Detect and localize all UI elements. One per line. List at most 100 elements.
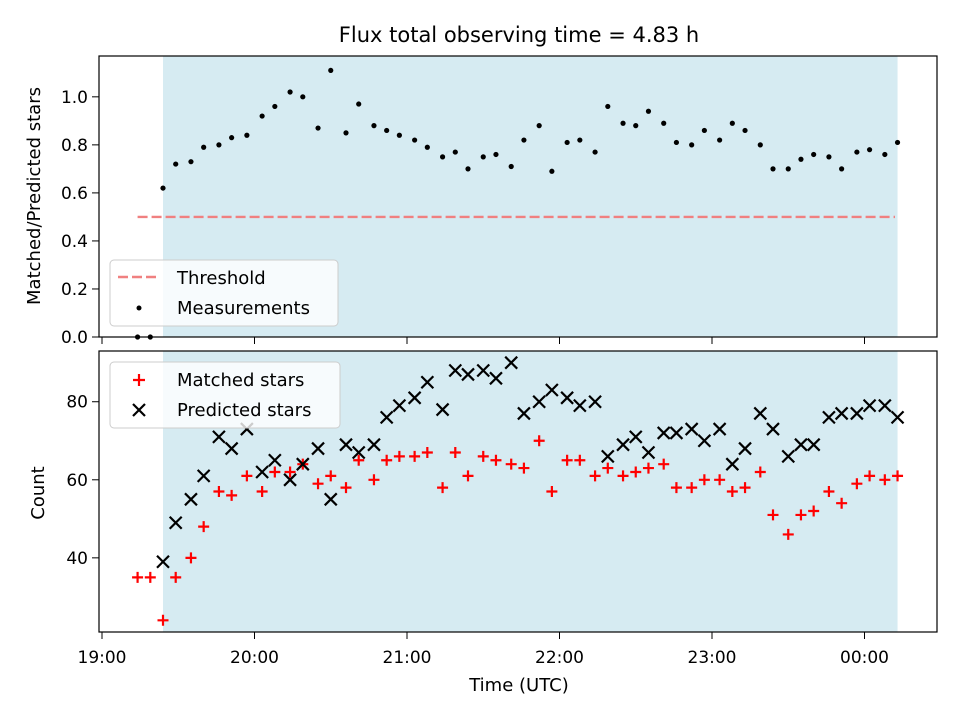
matched-star-point — [630, 466, 642, 478]
measurement-point — [160, 185, 166, 191]
matched-star-point — [170, 571, 182, 583]
measurement-point — [424, 144, 430, 150]
measurement-point — [798, 156, 804, 162]
matched-star-point — [617, 470, 629, 482]
x-tick-label: 21:00 — [383, 648, 432, 668]
matched-star-point — [589, 470, 601, 482]
measurement-point — [785, 166, 791, 172]
matched-star-point — [409, 450, 421, 462]
measurement-point — [620, 120, 626, 126]
predicted-star-point — [601, 449, 615, 464]
matched-star-point — [714, 474, 726, 486]
measurement-point — [689, 142, 695, 148]
chart-title: Flux total observing time = 4.83 h — [339, 23, 699, 47]
predicted-star-point — [573, 398, 587, 413]
measurement-point — [536, 123, 542, 129]
y-tick-label: 80 — [66, 393, 88, 413]
matched-star-point — [462, 470, 474, 482]
y-tick-label: 0.8 — [61, 136, 88, 156]
predicted-star-point — [753, 406, 768, 421]
predicted-star-point — [532, 394, 546, 409]
predicted-star-point — [806, 437, 821, 452]
matched-star-point — [241, 470, 253, 482]
measurement-point — [661, 120, 667, 126]
ratio-panel: 0.0 0.2 0.4 0.6 0.8 1.0 Matched/Predicted sta… — [24, 55, 938, 348]
y-tick-label: 0.6 — [61, 184, 88, 204]
predicted-star-point — [367, 437, 381, 452]
matched-star-point — [477, 450, 489, 462]
measurement-point — [300, 94, 306, 100]
measurement-point — [244, 132, 250, 138]
predicted-star-point — [781, 449, 796, 464]
predicted-star-point — [420, 375, 435, 389]
x-tick-label: 00:00 — [840, 648, 889, 668]
predicted-star-point — [224, 441, 239, 456]
predicted-star-point — [545, 383, 559, 397]
matched-star-point — [353, 454, 365, 466]
matched-star-point — [533, 435, 545, 447]
measurement-point — [882, 151, 888, 158]
measurement-point — [757, 142, 763, 148]
predicted-star-point — [697, 433, 712, 448]
measurement-point — [605, 103, 611, 110]
measurement-point — [229, 135, 235, 141]
measurements-legend-label: Measurements — [177, 298, 310, 319]
predicted-star-point — [641, 445, 656, 460]
measurement-point — [188, 159, 194, 165]
matched-legend-label: Matched stars — [177, 370, 304, 391]
predicted-star-point — [890, 410, 905, 425]
predicted-star-point — [351, 445, 366, 460]
matched-star-point — [144, 571, 156, 583]
predicted-star-point — [255, 465, 269, 479]
predicted-star-point — [296, 457, 310, 471]
y-tick-label: 60 — [66, 471, 88, 491]
predicted-star-point — [476, 363, 491, 378]
matched-star-point — [864, 470, 876, 482]
matched-star-point — [823, 486, 835, 497]
matched-star-point — [754, 466, 766, 478]
threshold-legend-label: Threshold — [176, 268, 266, 289]
ratio-legend: Threshold Measurements — [109, 259, 339, 327]
predicted-star-point — [656, 426, 671, 440]
measurement-point — [592, 149, 598, 155]
predicted-star-point — [489, 371, 503, 386]
predicted-star-point — [738, 441, 752, 456]
predicted-star-point — [616, 437, 630, 452]
measurement-point — [521, 137, 527, 143]
predicted-star-point — [712, 422, 727, 436]
measurements-legend-swatch — [136, 305, 142, 311]
matched-star-point — [602, 462, 614, 474]
predicted-star-point — [822, 410, 836, 425]
matched-star-point — [312, 478, 324, 490]
measurement-point — [729, 120, 735, 126]
predicted-star-point — [156, 554, 170, 569]
measurement-point — [216, 142, 222, 148]
y-tick-label: 0.0 — [61, 328, 88, 348]
matched-star-point — [642, 462, 654, 474]
matched-star-point — [213, 486, 225, 497]
measurement-point — [866, 147, 873, 153]
matched-star-point — [437, 482, 449, 494]
measurement-point — [508, 163, 514, 170]
matched-star-point — [256, 486, 268, 497]
matched-star-point — [561, 454, 573, 466]
predicted-star-point — [461, 367, 475, 382]
matched-star-point — [726, 486, 738, 497]
predicted-star-point — [878, 398, 892, 413]
matched-star-point — [340, 482, 352, 494]
predicted-star-point — [684, 422, 699, 436]
y-tick-label: 0.4 — [61, 232, 88, 252]
matched-star-point — [851, 478, 863, 490]
matched-star-point — [132, 571, 144, 583]
predicted-star-point — [725, 457, 740, 471]
y-tick-label: 40 — [66, 549, 88, 569]
measurement-point — [701, 127, 707, 134]
matched-legend-swatch — [133, 374, 145, 386]
predicted-star-point — [560, 391, 574, 405]
predicted-star-point — [517, 406, 531, 421]
matched-star-point — [574, 454, 586, 466]
matched-star-point — [658, 458, 670, 470]
count-panel-frame — [98, 350, 938, 633]
predicted-star-point — [862, 398, 877, 413]
